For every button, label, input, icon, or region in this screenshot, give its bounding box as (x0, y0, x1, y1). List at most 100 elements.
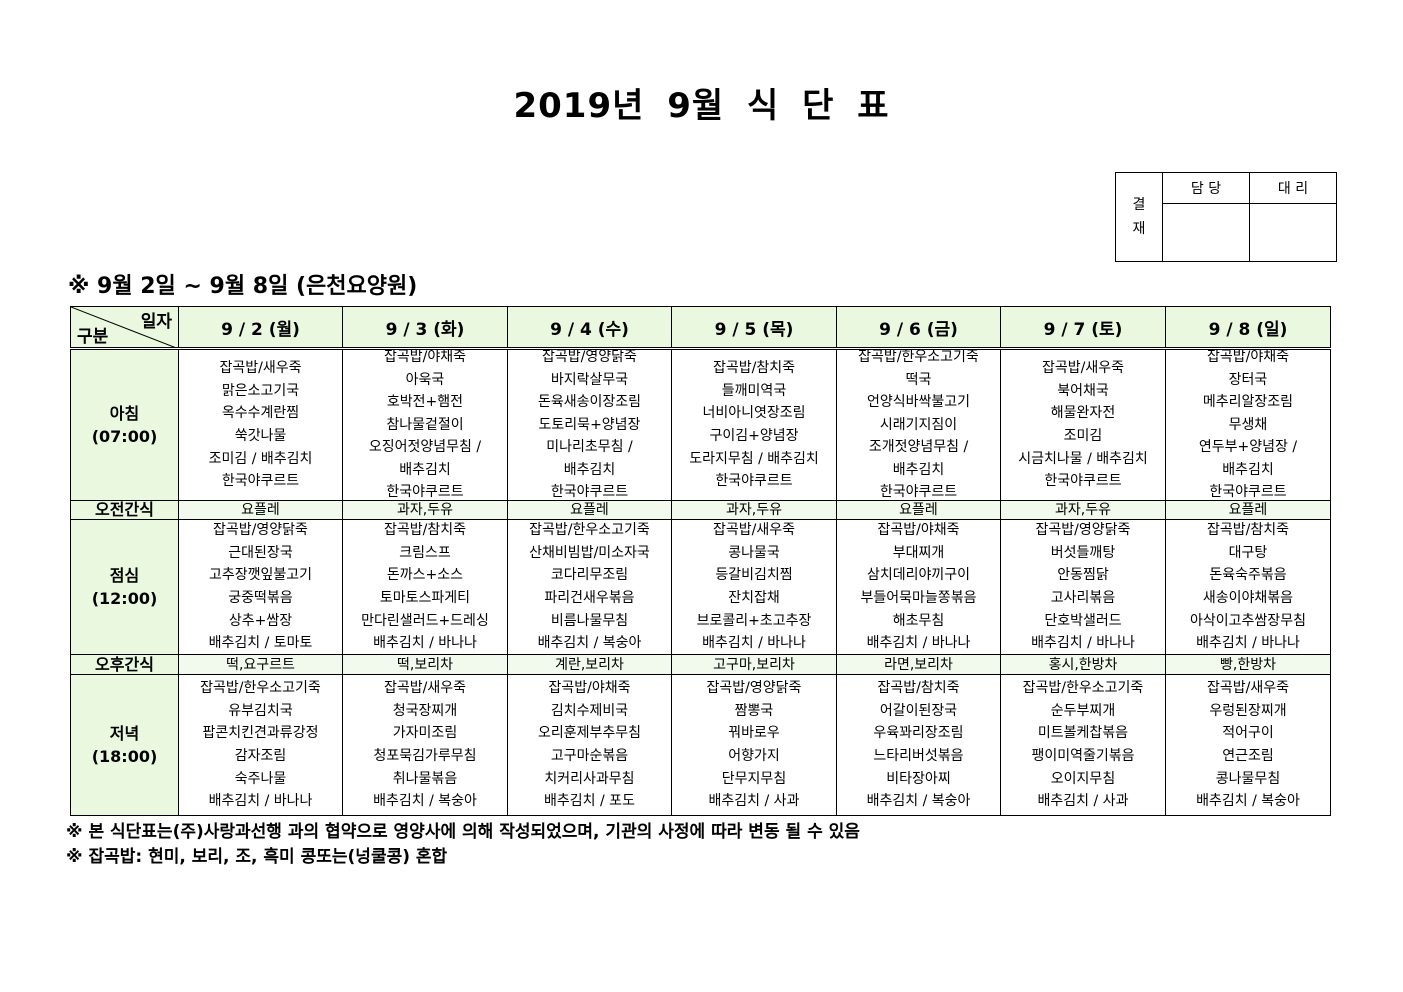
category-label: 오전간식 (95, 500, 154, 519)
menu-item: 근대된장국 (228, 544, 293, 561)
menu-item: 요플레 (899, 502, 938, 518)
menu-item: 북어채국 (1057, 382, 1109, 399)
menu-item: 짬뽕국 (734, 702, 774, 719)
category-cell: 아침 (07:00) (70, 348, 179, 501)
menu-item: 배추김치 (563, 461, 616, 478)
menu-item: 오징어젓양념무침 / (368, 439, 482, 456)
menu-item: 잡곡밥/새우죽 (384, 680, 466, 697)
note: ※ 본 식단표는(주)사랑과선행 과의 협약으로 영양사에 의해 작성되었으며,… (66, 822, 860, 842)
day-header: 9 / 8 (일) (1165, 306, 1331, 350)
menu-item: 잡곡밥/야채죽 (877, 522, 960, 539)
menu-item: 잡곡밥/새우죽 (219, 360, 302, 377)
menu-item: 등갈비김치찜 (715, 567, 793, 584)
approval-sign-manager[interactable] (1162, 203, 1250, 262)
snack-row: 오전간식 요플레 과자,두유 요플레 과자,두유 요플레 과자,두유 요플레 (70, 500, 1331, 520)
day-header: 9 / 7 (토) (1000, 306, 1166, 350)
menu-cell: 잡곡밥/영양닭죽 근대된장국 고추장깻잎불고기 궁중떡볶음 상추+쌈장 배추김치 / 토마… (178, 519, 343, 655)
menu-item: 참나물겉절이 (386, 416, 464, 433)
menu-item: 잡곡밥/야채죽 (548, 680, 631, 697)
menu-cell: 빵,한방차 (1165, 654, 1331, 675)
menu-item: 연두부+양념장 / (1198, 439, 1298, 456)
menu-item: 해초무침 (892, 612, 945, 629)
menu-cell: 잡곡밥/새우죽 청국장찌개 가자미조림 청포묵김가루무침 취나물볶음 배추김치 / 복숭아 (342, 674, 508, 816)
menu-item: 배추김치 / 복숭아 (866, 793, 971, 810)
category-label: 저녁 (109, 724, 140, 743)
menu-cell: 요플레 (178, 500, 343, 520)
menu-item: 잡곡밥/영양닭죽 (1035, 522, 1131, 539)
diagonal-line (71, 307, 172, 346)
menu-cell: 잡곡밥/새우죽 북어채국 해물완자전 조미김 시금치나물 / 배추김치 한국야쿠르트 (1000, 348, 1166, 501)
menu-item: 잡곡밥/새우죽 (1042, 360, 1124, 377)
menu-item: 취나물볶음 (392, 770, 458, 787)
menu-item: 잡곡밥/새우죽 (713, 522, 795, 539)
approval-sign-deputy[interactable] (1249, 203, 1337, 262)
menu-item: 오이지무침 (1050, 770, 1116, 787)
menu-item: 과자,두유 (726, 502, 782, 518)
menu-item: 만다린샐러드+드레싱 (361, 612, 489, 629)
menu-item: 고사리볶음 (1050, 590, 1116, 606)
menu-item: 고구마,보리차 (713, 656, 795, 673)
menu-item: 고구마순볶음 (550, 748, 629, 764)
menu-item: 돈육숙주볶음 (1209, 567, 1287, 584)
day-header: 9 / 5 (목) (671, 306, 837, 350)
menu-item: 궁중떡볶음 (228, 590, 293, 606)
menu-item: 너비아니엿장조림 (702, 405, 806, 422)
menu-item: 무생채 (1228, 416, 1268, 433)
menu-cell: 잡곡밥/새우죽 콩나물국 등갈비김치찜 잔치잡채 브로콜리+초고추장 배추김치 / 바나나 (671, 519, 837, 655)
menu-item: 빵,한방차 (1220, 656, 1276, 673)
menu-item: 돈까스+소스 (386, 567, 464, 584)
menu-item: 잡곡밥/영양닭죽 (213, 522, 308, 539)
menu-item: 꿔바로우 (728, 725, 780, 742)
menu-item: 배추김치 / 사과 (1037, 793, 1129, 810)
meal-row: 점심 (12:00) 잡곡밥/영양닭죽 근대된장국 고추장깻잎불고기 궁중떡볶음 상추+쌈장… (70, 519, 1331, 655)
menu-cell: 잡곡밥/한우소고기죽 순두부찌개 미트볼케찹볶음 팽이미역줄기볶음 오이지무침 배추김치 … (1000, 674, 1166, 816)
menu-item: 맑은소고기국 (221, 382, 300, 399)
menu-item: 미트볼케찹볶음 (1037, 725, 1129, 742)
menu-item: 청국장찌개 (392, 702, 458, 719)
menu-item: 숙주나물 (234, 770, 287, 787)
category-label: 오후간식 (95, 654, 154, 674)
menu-item: 배추김치 / 바나나 (373, 635, 477, 652)
menu-item: 크림스프 (399, 544, 451, 561)
day-header: 9 / 4 (수) (507, 306, 672, 350)
category-cell: 점심 (12:00) (70, 519, 179, 655)
menu-cell: 잡곡밥/야채죽 부대찌개 삼치데리야끼구이 부들어묵마늘쫑볶음 해초무침 배추김치 / 바… (836, 519, 1001, 655)
menu-item: 시래기지짐이 (879, 416, 958, 433)
page-title: 2019년 9월 식 단 표 (513, 86, 890, 126)
menu-item: 배추김치 / 바나나 (702, 635, 806, 652)
menu-item: 우렁된장찌개 (1209, 702, 1287, 719)
menu-item: 바지락살무국 (550, 371, 629, 388)
menu-item: 콩나물무침 (1215, 770, 1281, 787)
corner-category-label: 구분 (77, 327, 109, 347)
menu-item: 배추김치 / 바나나 (1031, 635, 1135, 652)
menu-item: 새송이야채볶음 (1202, 590, 1294, 606)
menu-item: 라면,보리차 (884, 656, 953, 673)
menu-item: 잡곡밥/한우소고기죽 (529, 522, 650, 539)
menu-item: 삼치데리야끼구이 (866, 567, 971, 584)
menu-item: 산채비빔밥/미소자국 (529, 544, 650, 561)
menu-cell: 고구마,보리차 (671, 654, 837, 675)
menu-item: 떡,요구르트 (226, 656, 295, 673)
menu-cell: 잡곡밥/한우소고기죽 떡국 언양식바싹불고기 시래기지짐이 조개젓양념무침 / 배추김치 한… (836, 348, 1001, 501)
menu-item: 배추김치 / 토마토 (208, 635, 313, 652)
menu-cell: 라면,보리차 (836, 654, 1001, 675)
menu-item: 연근조림 (1222, 748, 1274, 764)
menu-item: 떡국 (905, 371, 932, 388)
menu-cell: 잡곡밥/영양닭죽 짬뽕국 꿔바로우 어향가지 단무지무침 배추김치 / 사과 (671, 674, 837, 816)
menu-item: 배추김치 (892, 461, 945, 478)
approval-label-line: 재 (1132, 221, 1146, 237)
menu-cell: 과자,두유 (342, 500, 508, 520)
menu-item: 홍시,한방차 (1048, 656, 1118, 673)
menu-item: 토마토스파게티 (379, 590, 471, 606)
menu-item: 잡곡밥/영양닭죽 (542, 350, 637, 365)
menu-table: 일자 구분 9 / 2 (월) 9 / 3 (화) 9 / 4 (수) 9 / 5 (… (70, 306, 1331, 816)
header-row: 일자 구분 9 / 2 (월) 9 / 3 (화) 9 / 4 (수) 9 / 5 (… (70, 306, 1331, 350)
menu-item: 부대찌개 (892, 544, 945, 561)
approval-box: 결 재 담 당 대 리 (1115, 172, 1337, 262)
approval-label-line: 결 (1132, 197, 1146, 213)
meal-row: 아침 (07:00) 잡곡밥/새우죽 맑은소고기국 옥수수계란찜 쑥갓나물 조미김 / 배추… (70, 348, 1331, 501)
corner-date-label: 일자 (140, 312, 172, 332)
menu-cell: 계란,보리차 (507, 654, 672, 675)
menu-cell: 요플레 (836, 500, 1001, 520)
week-subtitle: ※ 9월 2일 ~ 9월 8일 (은천요양원) (68, 274, 418, 299)
